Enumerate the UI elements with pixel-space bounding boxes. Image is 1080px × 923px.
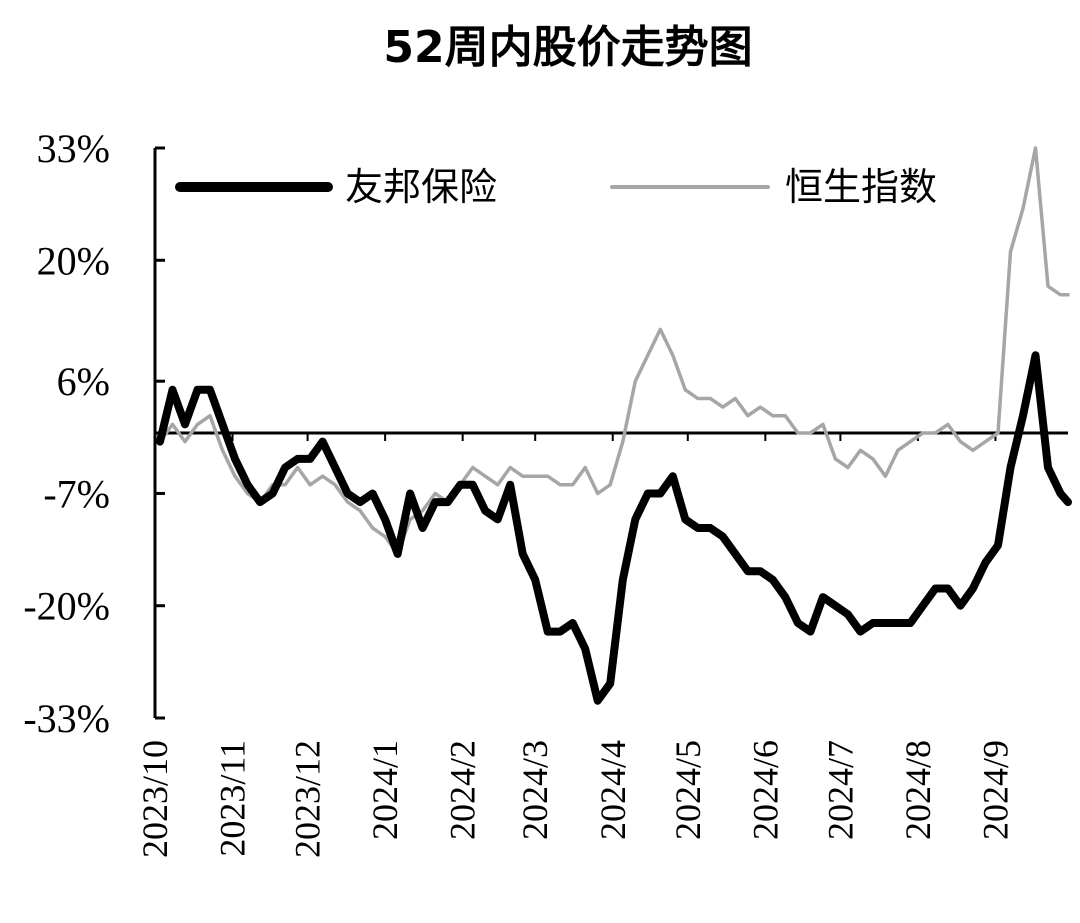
axes: 33% 20% 6% -7% -20% -33% 2023/10 2023/11 2023/12…: [23, 126, 1068, 858]
legend: 友邦保险 恒生指数: [175, 165, 937, 209]
x-tick-label: 2024/5: [668, 740, 708, 840]
series-layer: [156, 146, 1072, 705]
y-tick-label: 33%: [37, 126, 110, 171]
y-tick-label: -7%: [43, 471, 110, 516]
x-tick-label: 2024/2: [443, 740, 483, 840]
y-tick-label: -33%: [23, 696, 110, 741]
chart-title: 52周内股价走势图: [383, 22, 752, 73]
x-tick-label: 2024/7: [820, 740, 860, 840]
y-tick-label: -20%: [23, 584, 110, 629]
x-tick-label: 2024/6: [745, 740, 785, 840]
legend-label-1: 友邦保险: [345, 165, 497, 209]
x-tick-label: 2024/1: [365, 740, 405, 840]
x-tick-label: 2023/10: [135, 740, 175, 858]
y-tick-label: 20%: [37, 238, 110, 283]
x-tick-label: 2024/4: [593, 740, 633, 840]
series-line-2: [158, 146, 1070, 556]
x-tick-label: 2023/11: [213, 740, 253, 857]
x-tick-label: 2024/9: [975, 740, 1015, 840]
legend-label-2: 恒生指数: [785, 165, 937, 209]
x-tick-label: 2024/3: [515, 740, 555, 840]
x-tick-label: 2024/8: [898, 740, 938, 840]
y-tick-label: 6%: [57, 359, 110, 404]
series-line-1: [156, 351, 1072, 705]
x-tick-label: 2023/12: [288, 740, 328, 858]
